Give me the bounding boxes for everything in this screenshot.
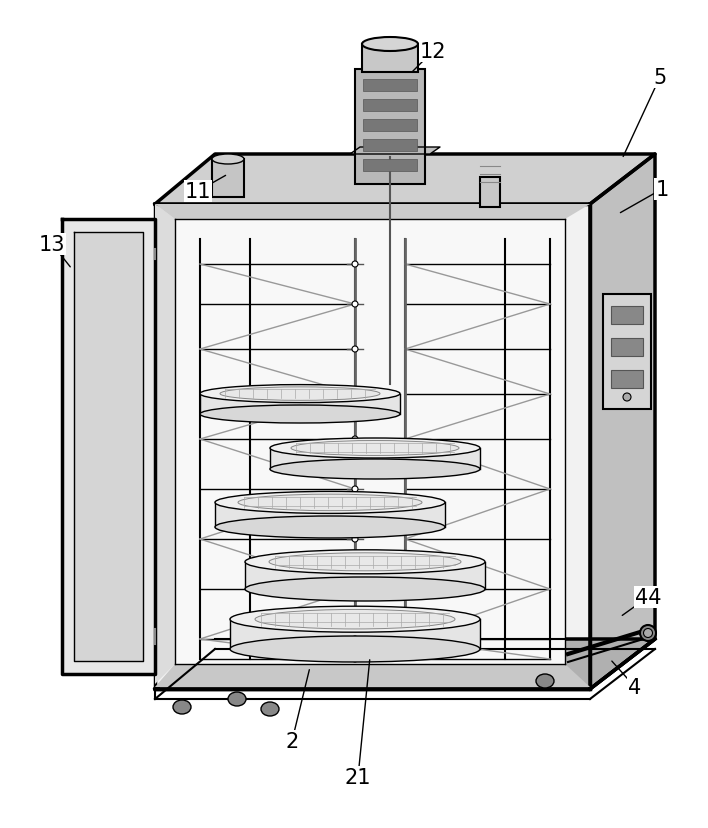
Ellipse shape (215, 492, 445, 514)
Ellipse shape (536, 674, 554, 688)
Text: 5: 5 (653, 68, 667, 88)
Ellipse shape (261, 702, 279, 716)
Ellipse shape (215, 517, 445, 538)
Text: 12: 12 (420, 42, 446, 62)
Ellipse shape (212, 155, 244, 165)
Bar (603, 295, 651, 410)
Bar (363, 100, 417, 112)
Ellipse shape (255, 609, 455, 629)
Polygon shape (200, 394, 400, 415)
Polygon shape (590, 155, 655, 689)
Ellipse shape (200, 406, 400, 423)
Ellipse shape (220, 388, 380, 401)
Ellipse shape (352, 436, 358, 442)
Bar (355, 70, 425, 185)
Ellipse shape (352, 301, 358, 308)
Polygon shape (155, 155, 655, 205)
Polygon shape (175, 219, 565, 664)
Polygon shape (230, 619, 480, 649)
Bar (362, 45, 418, 73)
Ellipse shape (270, 460, 480, 479)
Bar (611, 339, 643, 357)
Ellipse shape (352, 486, 358, 493)
Ellipse shape (228, 692, 246, 706)
Ellipse shape (200, 385, 400, 403)
Bar (363, 120, 417, 132)
Bar (611, 371, 643, 388)
Polygon shape (155, 205, 590, 219)
Ellipse shape (352, 636, 358, 643)
Bar (212, 160, 244, 198)
Text: 2: 2 (285, 731, 299, 751)
Ellipse shape (352, 392, 358, 397)
Bar (363, 140, 417, 152)
Ellipse shape (352, 347, 358, 353)
Ellipse shape (644, 628, 653, 638)
Ellipse shape (238, 494, 422, 511)
Text: 11: 11 (185, 182, 211, 202)
Ellipse shape (245, 577, 485, 601)
Polygon shape (62, 219, 155, 674)
Text: 1: 1 (656, 180, 668, 200)
Bar (480, 178, 500, 208)
Text: 4: 4 (629, 677, 641, 697)
Polygon shape (215, 503, 445, 527)
Bar (363, 160, 417, 171)
Ellipse shape (352, 657, 358, 662)
Ellipse shape (352, 586, 358, 592)
Text: 21: 21 (345, 767, 371, 787)
Polygon shape (245, 562, 485, 590)
Polygon shape (155, 205, 590, 689)
Polygon shape (270, 449, 480, 469)
Ellipse shape (352, 537, 358, 542)
Polygon shape (350, 148, 440, 155)
Polygon shape (74, 233, 143, 662)
Ellipse shape (230, 636, 480, 662)
Bar (611, 306, 643, 325)
Ellipse shape (245, 550, 485, 574)
Bar (363, 80, 417, 92)
Ellipse shape (270, 439, 480, 459)
Ellipse shape (173, 700, 191, 714)
Polygon shape (155, 639, 655, 689)
Ellipse shape (362, 38, 418, 52)
Ellipse shape (640, 625, 656, 641)
Ellipse shape (230, 606, 480, 633)
Text: 44: 44 (635, 587, 661, 607)
Ellipse shape (291, 441, 459, 456)
Text: 13: 13 (39, 234, 65, 255)
Ellipse shape (352, 262, 358, 267)
Ellipse shape (269, 553, 461, 571)
Polygon shape (155, 664, 590, 687)
Ellipse shape (623, 393, 631, 402)
Polygon shape (155, 205, 175, 684)
